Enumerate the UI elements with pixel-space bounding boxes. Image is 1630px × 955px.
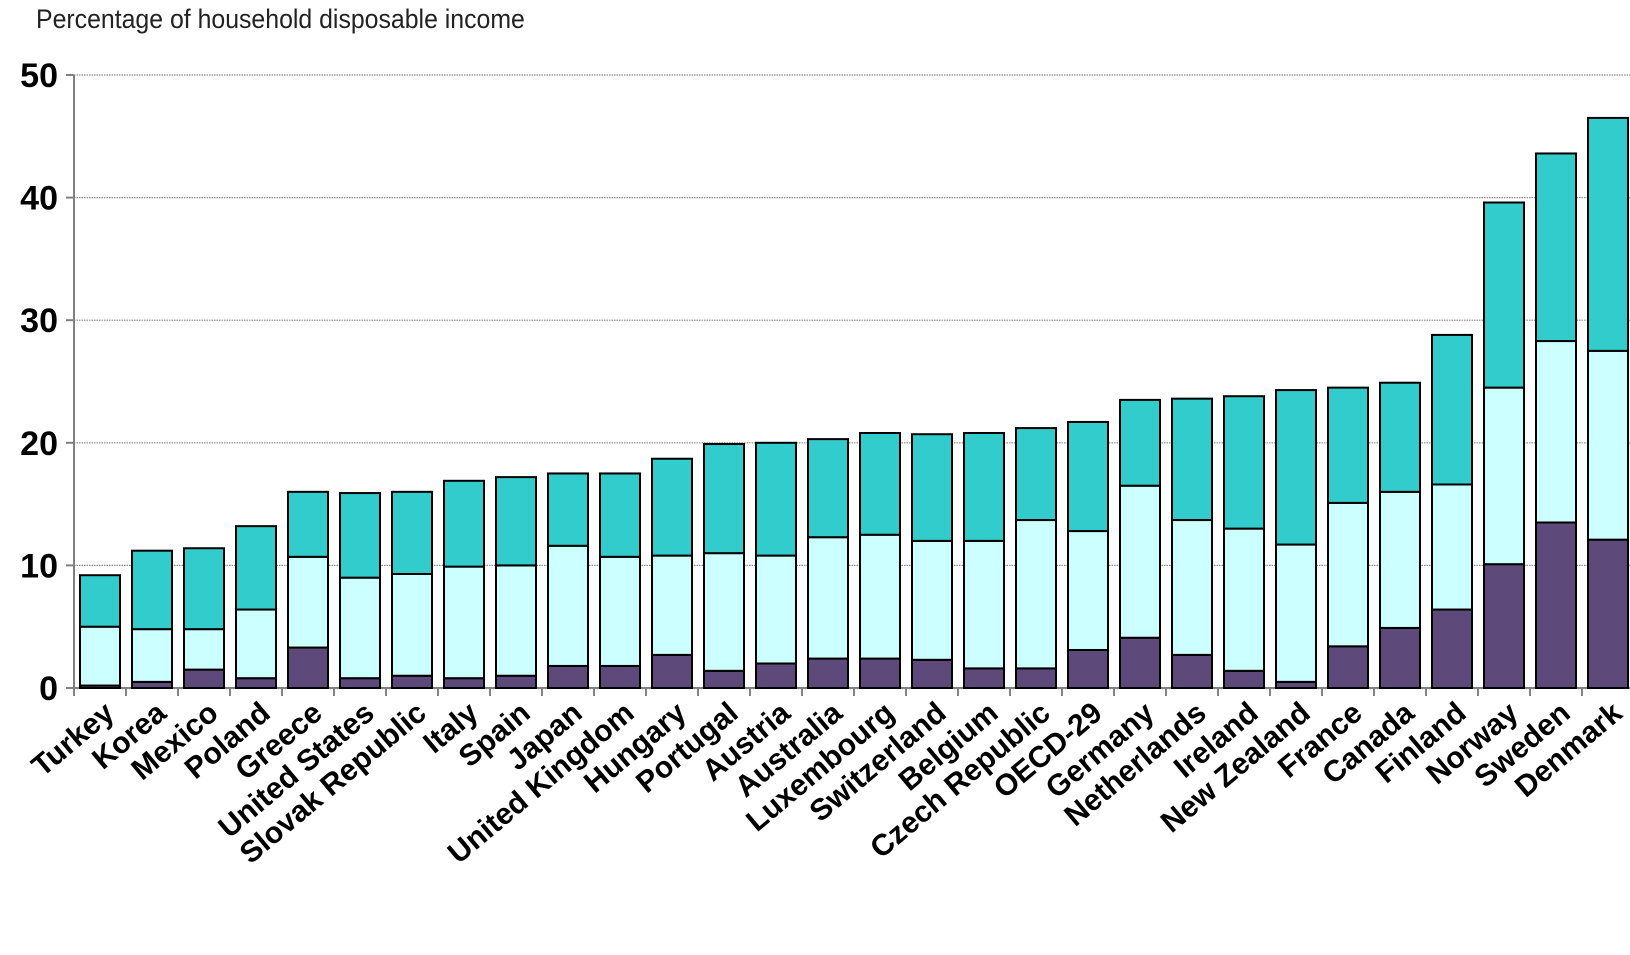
bar-segment [79, 574, 121, 628]
y-tick-label: 40 [20, 180, 58, 218]
bar-segment [1587, 116, 1629, 352]
bar-segment [1015, 667, 1057, 689]
bar-segment [1171, 397, 1213, 522]
bar-segment [287, 646, 329, 689]
bar-segment [703, 552, 745, 672]
bar-segment [911, 433, 953, 542]
bar-segment [599, 472, 641, 558]
bar-segment [859, 431, 901, 536]
bar-segment [1587, 349, 1629, 541]
bar-segment [599, 555, 641, 667]
bar-segment [1431, 483, 1473, 611]
bar-segment [547, 664, 589, 690]
bar-segment [963, 667, 1005, 689]
bar-segment [651, 457, 693, 557]
bar-segment [1379, 490, 1421, 629]
bar-segment [1015, 427, 1057, 522]
y-tick-label: 0 [39, 670, 58, 708]
bar-segment [1067, 420, 1109, 533]
bar-segment [1171, 653, 1213, 690]
bar-segment [1483, 201, 1525, 389]
bar-segment [1067, 530, 1109, 651]
bar-segment [963, 539, 1005, 670]
bar-segment [1483, 386, 1525, 566]
bar-segment [547, 544, 589, 667]
bar-segment [339, 492, 381, 579]
bar-segment [1379, 626, 1421, 690]
bar-segment [1483, 563, 1525, 690]
bar-segment [131, 628, 173, 683]
bar-segment [1223, 395, 1265, 530]
bar-segment [1275, 543, 1317, 683]
bar-segment [183, 547, 225, 631]
bar-segment [1535, 340, 1577, 524]
bar-segment [1171, 519, 1213, 656]
bar-segment [443, 677, 485, 690]
bar-segment [1431, 333, 1473, 486]
bar-segment [859, 533, 901, 660]
bar-segment [183, 668, 225, 689]
bar-segment [79, 625, 121, 687]
bar-segment [911, 539, 953, 661]
bar-segment [235, 608, 277, 680]
bar-segment [1535, 152, 1577, 343]
bar-segment [495, 476, 537, 567]
bar-segment [391, 674, 433, 689]
bar-segment [235, 677, 277, 690]
bar-segment [963, 431, 1005, 542]
bar-segment [703, 669, 745, 689]
bar-segment [807, 536, 849, 660]
bar-segment [1327, 501, 1369, 648]
bar-segment [1587, 538, 1629, 689]
bar-segment [339, 576, 381, 680]
y-tick-label: 10 [20, 547, 58, 585]
bar-segment [859, 657, 901, 689]
bar-segment [703, 443, 745, 555]
bar-segment [443, 479, 485, 568]
bar-segment [495, 674, 537, 689]
bar-segment [1119, 398, 1161, 487]
bar-segment [1119, 484, 1161, 639]
bar-segment [1431, 608, 1473, 690]
bar-segment [755, 441, 797, 557]
bar-segment [391, 572, 433, 677]
bar-segment [1327, 386, 1369, 504]
bar-segment [495, 564, 537, 677]
bar-segment [651, 554, 693, 656]
bar-segment [651, 653, 693, 690]
bar-segment [1327, 645, 1369, 689]
bar-segment [1535, 521, 1577, 689]
bar-segment [599, 664, 641, 690]
bar-segment [1223, 527, 1265, 672]
bar-segment [235, 525, 277, 611]
bar-segment [183, 628, 225, 671]
bar-segment [911, 658, 953, 690]
bar-segment [807, 438, 849, 539]
bar-segment [443, 565, 485, 680]
bar-segment [807, 657, 849, 689]
y-axis-title: Percentage of household disposable incom… [36, 4, 525, 34]
bar-segment [287, 555, 329, 649]
y-tick-label: 20 [20, 425, 58, 463]
bar-segment [547, 472, 589, 547]
bar-segment [755, 554, 797, 665]
y-tick-label: 30 [20, 302, 58, 340]
bar-segment [1223, 669, 1265, 689]
bar-segment [1275, 389, 1317, 546]
bar-segment [287, 490, 329, 558]
bar-segment [755, 662, 797, 689]
bar-segment [131, 549, 173, 631]
bar-segment [1067, 648, 1109, 690]
bar-segment [1119, 636, 1161, 690]
y-tick-label: 50 [20, 57, 58, 95]
bar-segment [339, 677, 381, 690]
bar-segment [1379, 381, 1421, 493]
bar-segment [1015, 519, 1057, 670]
bar-segment [391, 490, 433, 575]
